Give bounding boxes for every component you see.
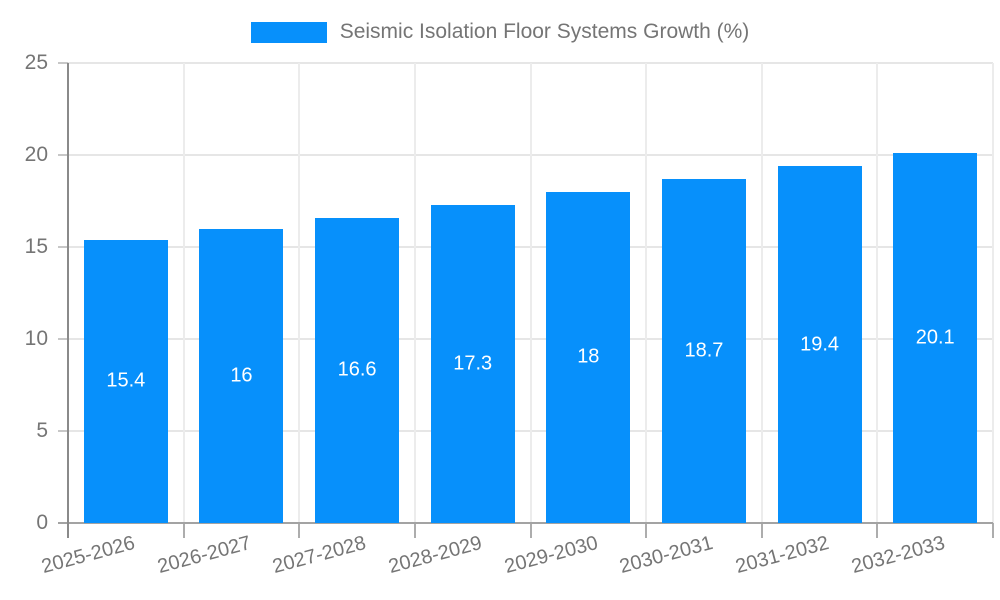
y-tick xyxy=(58,430,68,432)
legend-item[interactable]: Seismic Isolation Floor Systems Growth (… xyxy=(250,20,750,44)
legend: Seismic Isolation Floor Systems Growth (… xyxy=(0,20,1000,44)
x-gridline xyxy=(182,63,185,523)
legend-swatch xyxy=(250,21,327,43)
x-axis-tick-label: 2032-2033 xyxy=(848,532,947,579)
y-axis-line xyxy=(67,63,69,538)
bar[interactable] xyxy=(430,204,515,523)
x-tick xyxy=(413,523,416,538)
legend-label: Seismic Isolation Floor Systems Growth (… xyxy=(339,20,750,43)
x-tick xyxy=(182,523,185,538)
y-axis-tick-label: 15 xyxy=(24,235,48,259)
x-axis-line xyxy=(58,522,993,524)
y-tick xyxy=(58,338,68,340)
x-gridline xyxy=(992,63,994,523)
x-axis-tick-label: 2027-2028 xyxy=(270,532,369,579)
x-tick xyxy=(876,523,879,538)
x-tick xyxy=(529,523,532,538)
bar[interactable] xyxy=(546,191,631,523)
bar[interactable] xyxy=(83,239,168,523)
bar[interactable] xyxy=(777,166,862,523)
x-gridline xyxy=(645,63,648,523)
x-tick xyxy=(298,523,301,538)
bar[interactable] xyxy=(661,178,746,523)
x-axis-tick-label: 2028-2029 xyxy=(386,532,485,579)
bar[interactable] xyxy=(199,228,284,523)
x-gridline xyxy=(413,63,416,523)
x-gridline xyxy=(876,63,879,523)
x-tick xyxy=(992,523,994,538)
x-axis-tick-label: 2031-2032 xyxy=(733,532,832,579)
y-axis-tick-label: 20 xyxy=(24,143,48,167)
y-tick xyxy=(58,154,68,156)
x-axis-tick-label: 2029-2030 xyxy=(501,532,601,579)
x-gridline xyxy=(529,63,532,523)
x-tick xyxy=(645,523,648,538)
y-axis-tick-label: 5 xyxy=(36,419,48,443)
bar[interactable] xyxy=(315,217,400,523)
x-axis-tick-label: 2025-2026 xyxy=(39,532,138,579)
x-axis-tick-label: 2030-2031 xyxy=(617,532,716,579)
bar[interactable] xyxy=(893,153,978,523)
y-axis-tick-label: 25 xyxy=(24,51,48,75)
y-axis-tick-label: 0 xyxy=(36,511,48,535)
y-axis-tick-label: 10 xyxy=(24,327,48,351)
y-tick xyxy=(58,246,68,248)
x-tick xyxy=(760,523,763,538)
x-gridline xyxy=(298,63,301,523)
x-gridline xyxy=(760,63,763,523)
x-axis-tick-label: 2026-2027 xyxy=(155,532,254,579)
y-tick xyxy=(58,62,68,64)
